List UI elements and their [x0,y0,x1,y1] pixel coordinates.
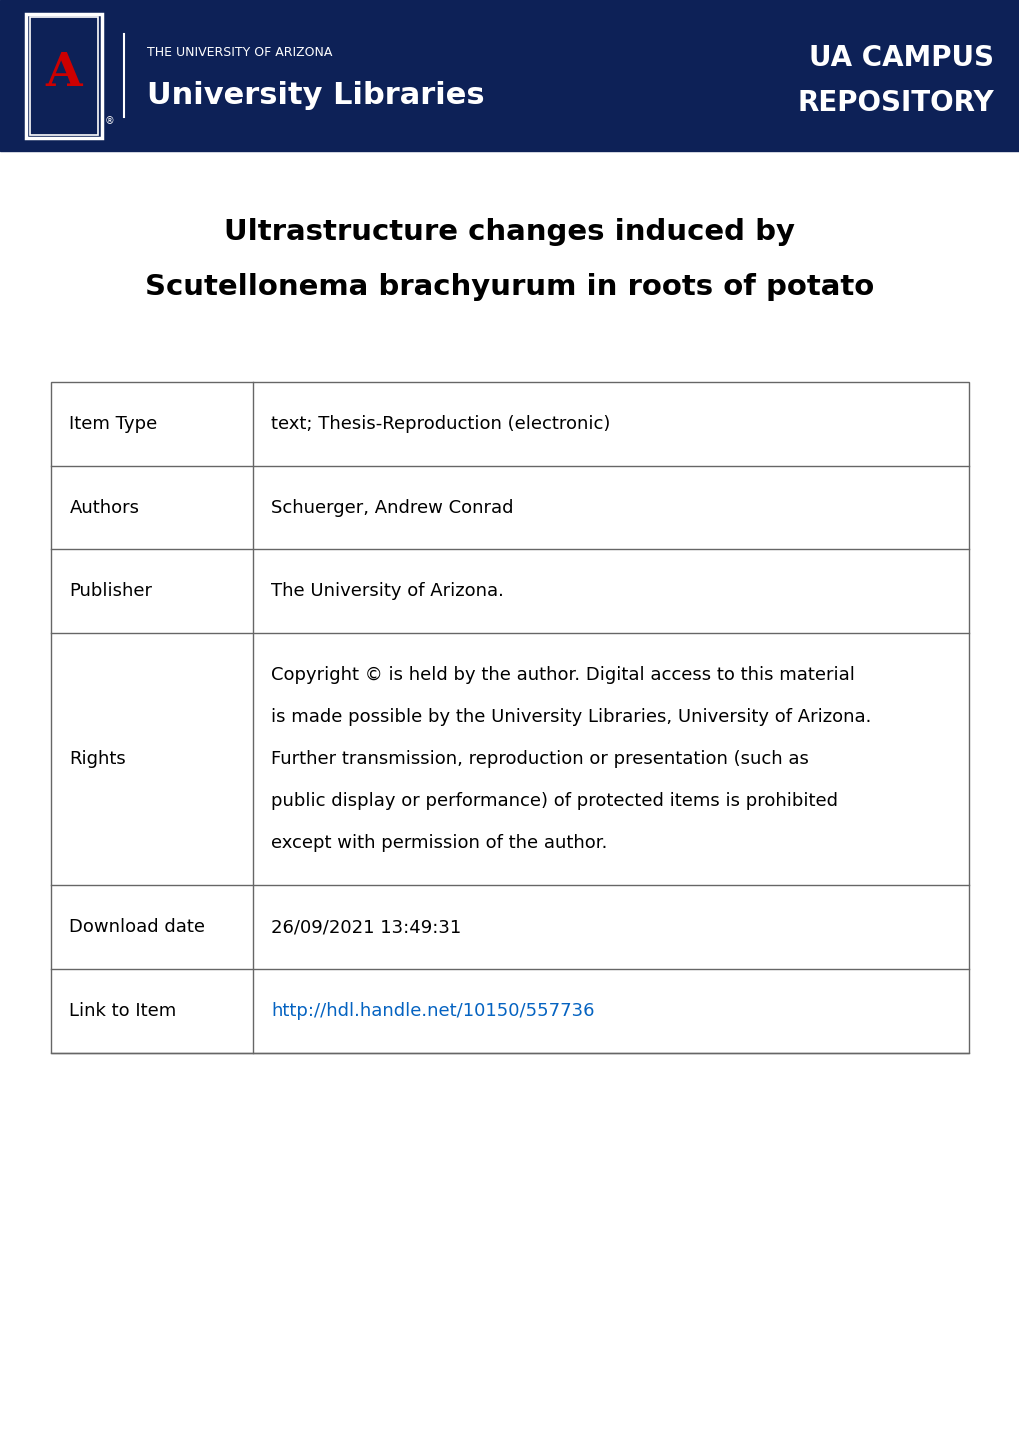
Text: Further transmission, reproduction or presentation (such as: Further transmission, reproduction or pr… [271,750,808,769]
Text: public display or performance) of protected items is prohibited: public display or performance) of protec… [271,792,838,810]
Text: Authors: Authors [69,499,140,516]
Text: Schuerger, Andrew Conrad: Schuerger, Andrew Conrad [271,499,514,516]
Text: Rights: Rights [69,750,126,769]
Bar [25,13,102,138]
Text: Publisher: Publisher [69,583,152,600]
Text: Download date: Download date [69,919,205,936]
Text: The University of Arizona.: The University of Arizona. [271,583,503,600]
Bar [0,0,1019,151]
Bar [51,382,968,1053]
Text: ®: ® [105,117,115,127]
Text: is made possible by the University Libraries, University of Arizona.: is made possible by the University Libra… [271,708,871,727]
Text: text; Thesis-Reproduction (electronic): text; Thesis-Reproduction (electronic) [271,415,610,433]
Text: Item Type: Item Type [69,415,158,433]
Text: Scutellonema brachyurum in roots of potato: Scutellonema brachyurum in roots of pota… [146,273,873,301]
Text: Link to Item: Link to Item [69,1002,176,1019]
Text: Ultrastructure changes induced by: Ultrastructure changes induced by [224,218,795,247]
Text: except with permission of the author.: except with permission of the author. [271,835,607,852]
Bar [30,16,98,136]
Text: 26/09/2021 13:49:31: 26/09/2021 13:49:31 [271,919,462,936]
Text: University Libraries: University Libraries [147,81,484,110]
Text: A: A [46,50,82,95]
Text: Copyright © is held by the author. Digital access to this material: Copyright © is held by the author. Digit… [271,666,854,684]
Text: REPOSITORY: REPOSITORY [797,89,994,117]
Text: http://hdl.handle.net/10150/557736: http://hdl.handle.net/10150/557736 [271,1002,594,1019]
Text: UA CAMPUS: UA CAMPUS [809,43,994,72]
Text: THE UNIVERSITY OF ARIZONA: THE UNIVERSITY OF ARIZONA [147,46,332,59]
